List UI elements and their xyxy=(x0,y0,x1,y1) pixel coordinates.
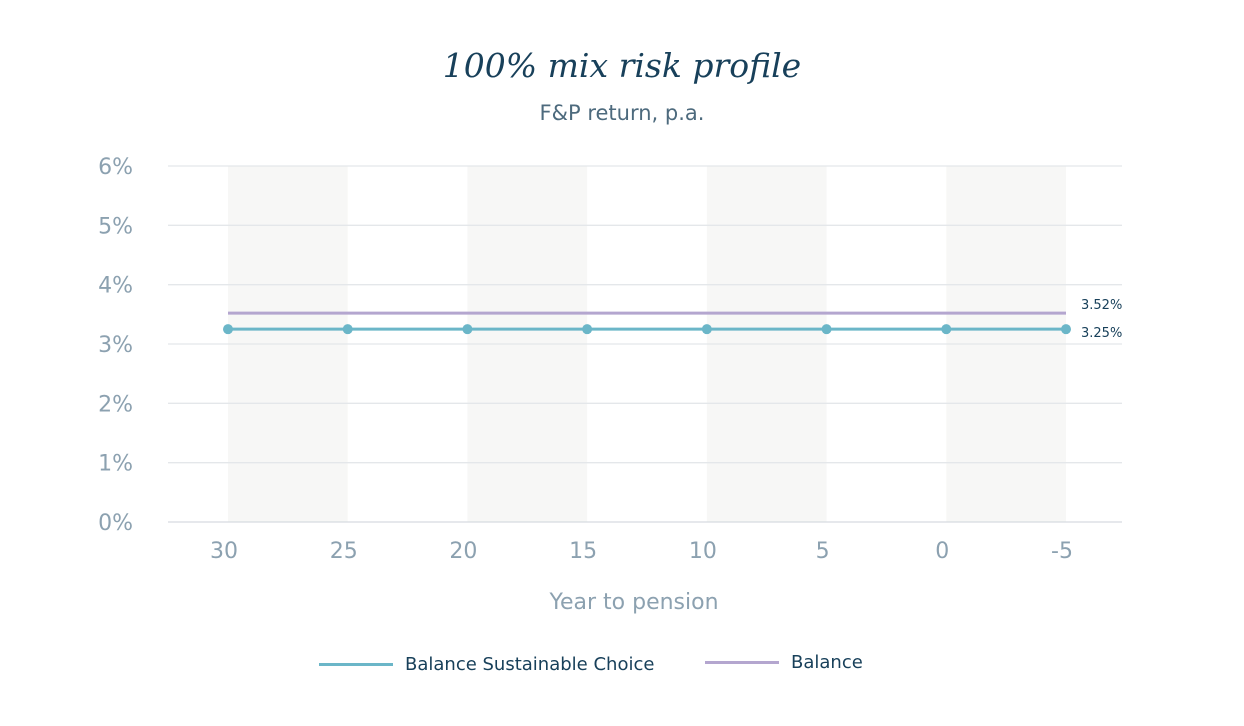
legend-label-balance: Balance xyxy=(791,652,863,673)
x-tick-label: 20 xyxy=(449,539,477,564)
data-point xyxy=(582,324,593,335)
data-point xyxy=(342,324,353,335)
y-axis: 0% 1% 2% 3% 4% 5% 6% xyxy=(98,155,133,536)
legend: Balance Sustainable Choice Balance xyxy=(0,650,1244,680)
legend-swatch-balance xyxy=(705,661,779,664)
y-tick-label: 6% xyxy=(98,155,133,180)
legend-item-balance: Balance xyxy=(705,652,863,673)
y-tick-label: 0% xyxy=(98,511,133,536)
x-tick-label: 30 xyxy=(210,539,238,564)
x-axis-label: Year to pension xyxy=(548,590,718,615)
legend-label-sustainable: Balance Sustainable Choice xyxy=(405,654,655,675)
chart-title: 100% mix risk profile xyxy=(442,46,802,85)
data-point xyxy=(223,324,233,335)
data-point xyxy=(701,324,712,335)
y-tick-label: 2% xyxy=(98,392,133,417)
x-axis: 30 25 20 15 10 5 0 -5 xyxy=(210,539,1073,564)
data-point xyxy=(1061,324,1071,335)
legend-item-sustainable: Balance Sustainable Choice xyxy=(319,654,654,675)
x-tick-label: 15 xyxy=(569,539,597,564)
x-tick-label: -5 xyxy=(1051,539,1073,564)
x-tick-label: 5 xyxy=(816,539,830,564)
y-tick-label: 4% xyxy=(98,274,133,299)
legend-swatch-sustainable xyxy=(319,663,393,666)
chart-subtitle: F&P return, p.a. xyxy=(539,101,705,125)
end-value-label: 3.25% xyxy=(1081,326,1122,341)
x-tick-label: 25 xyxy=(330,539,358,564)
end-value-label: 3.52% xyxy=(1081,298,1122,313)
x-tick-label: 0 xyxy=(935,539,949,564)
y-tick-label: 5% xyxy=(98,214,133,239)
x-tick-label: 10 xyxy=(689,539,717,564)
gridlines xyxy=(168,165,1122,523)
data-point xyxy=(462,324,473,335)
end-labels: 3.52% 3.25% xyxy=(1081,298,1122,341)
series-group xyxy=(223,311,1071,335)
data-point xyxy=(941,324,952,335)
y-tick-label: 3% xyxy=(98,333,133,358)
data-point xyxy=(821,324,832,335)
y-tick-label: 1% xyxy=(98,452,133,477)
